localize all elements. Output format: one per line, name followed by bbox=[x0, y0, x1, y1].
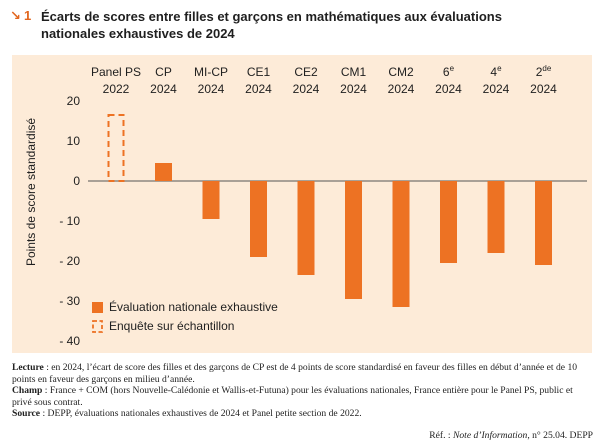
category-label: 2de 2024 bbox=[530, 64, 557, 96]
category-name-text: 4 bbox=[490, 65, 497, 79]
bar bbox=[345, 181, 362, 299]
category-name-text: CM1 bbox=[341, 65, 367, 79]
reference-prefix: Réf. : bbox=[429, 430, 453, 441]
bar-chart: Points de score standardisé 20 10 0 - 10 - 20… bbox=[24, 64, 587, 348]
category-year: 2024 bbox=[245, 82, 272, 96]
category-name: CE2 bbox=[294, 65, 318, 79]
bar bbox=[487, 181, 505, 253]
legend-label: Évaluation nationale exhaustive bbox=[109, 299, 278, 314]
y-axis-title: Points de score standardisé bbox=[24, 118, 38, 266]
legend: Évaluation nationale exhaustive Enquête s… bbox=[92, 299, 278, 333]
category-name-text: MI-CP bbox=[194, 65, 228, 79]
category-label: 6e 2024 bbox=[435, 64, 462, 96]
category-superscript: de bbox=[542, 64, 551, 73]
category-name: 4e bbox=[490, 64, 502, 79]
category-label: CM2 2024 bbox=[388, 65, 415, 96]
category-label: CE2 2024 bbox=[293, 65, 320, 96]
legend-label: Enquête sur échantillon bbox=[109, 319, 234, 333]
note-label: Lecture bbox=[12, 362, 44, 373]
y-tick-label: - 10 bbox=[59, 214, 80, 228]
category-year: 2024 bbox=[530, 82, 557, 96]
category-name: CE1 bbox=[247, 65, 271, 79]
category-name: CP bbox=[155, 65, 172, 79]
y-tick-label: - 20 bbox=[59, 254, 80, 268]
note-text: : France + COM (hors Nouvelle-Calédonie … bbox=[12, 385, 573, 408]
category-name-text: CM2 bbox=[388, 65, 414, 79]
bar-survey bbox=[107, 114, 125, 182]
note-label: Champ bbox=[12, 385, 43, 396]
category-year: 2024 bbox=[293, 82, 320, 96]
category-name-text: CP bbox=[155, 65, 172, 79]
figure-number: 1 bbox=[24, 8, 32, 23]
y-tick-label: 0 bbox=[73, 174, 80, 188]
bar bbox=[250, 181, 267, 257]
y-tick-label: 10 bbox=[67, 134, 81, 148]
category-year: 2024 bbox=[150, 82, 177, 96]
y-tick-label: - 40 bbox=[59, 334, 80, 348]
category-year: 2024 bbox=[388, 82, 415, 96]
note-source: Source : DEPP, évaluations nationales ex… bbox=[12, 408, 594, 420]
note-champ: Champ : France + COM (hors Nouvelle-Calé… bbox=[12, 385, 594, 408]
y-tick-label: 20 bbox=[67, 94, 81, 108]
note-lecture: Lecture : en 2024, l’écart de score des … bbox=[12, 362, 594, 385]
category-name-text: 2 bbox=[536, 65, 543, 79]
category-superscript: e bbox=[497, 64, 502, 73]
category-name-text: Panel PS bbox=[91, 65, 141, 79]
bar bbox=[535, 181, 552, 265]
category-label: MI-CP 2024 bbox=[194, 65, 228, 96]
note-text: : DEPP, évaluations nationales exhaustiv… bbox=[40, 408, 362, 419]
category-name: CM1 bbox=[341, 65, 367, 79]
category-name-text: 6 bbox=[443, 65, 450, 79]
category-superscript: e bbox=[450, 64, 455, 73]
bar bbox=[155, 163, 172, 181]
category-label: CE1 2024 bbox=[245, 65, 272, 96]
figure-title: Écarts de scores entre filles et garçons… bbox=[41, 9, 502, 41]
category-name: MI-CP bbox=[194, 65, 228, 79]
category-name-text: CE1 bbox=[247, 65, 271, 79]
reference-publication: Note d’Information bbox=[452, 430, 528, 441]
arrow-icon: ↘ bbox=[10, 8, 21, 23]
reference-suffix: , n° 25.04. DEPP bbox=[527, 430, 593, 441]
category-label: Panel PS 2022 bbox=[91, 65, 141, 96]
note-text: : en 2024, l’écart de score des filles e… bbox=[12, 362, 578, 385]
bar bbox=[297, 181, 315, 275]
category-name-text: CE2 bbox=[294, 65, 318, 79]
y-tick-label: - 30 bbox=[59, 294, 80, 308]
category-year: 2022 bbox=[103, 82, 130, 96]
category-name: Panel PS bbox=[91, 65, 141, 79]
notes-block: Lecture : en 2024, l’écart de score des … bbox=[12, 362, 594, 420]
bar bbox=[202, 181, 220, 219]
bar bbox=[440, 181, 457, 263]
legend-swatch-dashed bbox=[92, 320, 103, 333]
category-year: 2024 bbox=[198, 82, 225, 96]
category-name: 2de bbox=[536, 64, 552, 79]
category-year: 2024 bbox=[340, 82, 367, 96]
category-label: CP 2024 bbox=[150, 65, 177, 96]
category-year: 2024 bbox=[483, 82, 510, 96]
category-name: 6e bbox=[443, 64, 455, 79]
category-label: 4e 2024 bbox=[483, 64, 510, 96]
chart-panel: Points de score standardisé 20 10 0 - 10 - 20… bbox=[12, 55, 592, 353]
legend-swatch-solid bbox=[92, 302, 103, 313]
note-label: Source bbox=[12, 408, 41, 419]
category-year: 2024 bbox=[435, 82, 462, 96]
category-name: CM2 bbox=[388, 65, 414, 79]
reference-line: Réf. : Note d’Information, n° 25.04. DEP… bbox=[429, 430, 593, 441]
category-label: CM1 2024 bbox=[340, 65, 367, 96]
bar bbox=[392, 181, 410, 307]
